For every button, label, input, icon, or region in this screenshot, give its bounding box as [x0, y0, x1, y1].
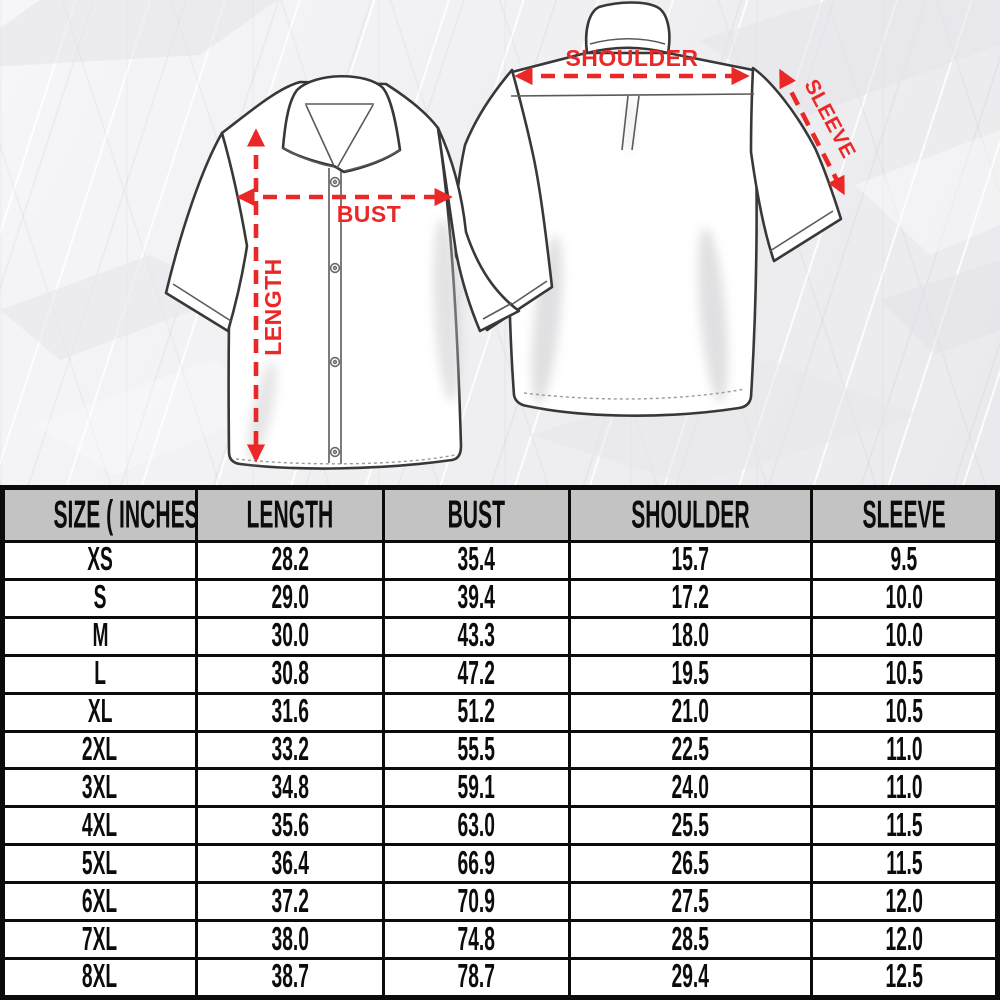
table-row: 8XL 38.7 78.7 29.4 12.5 [0, 956, 1000, 1000]
table-cell-bust: 51.2 [382, 691, 572, 733]
table-cell-shoulder: 25.5 [568, 805, 813, 847]
front-right-sleeve [436, 126, 521, 333]
table-cell-shoulder: 19.5 [568, 653, 813, 695]
bust-label: BUST [337, 201, 402, 227]
header-label-shoulder: SHOULDER [631, 492, 750, 537]
table-cell-sleeve: 11.5 [809, 805, 1000, 847]
table-cell-shoulder: 21.0 [568, 691, 813, 733]
header-label-bust: BUST [447, 492, 506, 537]
table-cell-shoulder: 18.0 [568, 615, 813, 657]
table-cell-sleeve: 11.5 [809, 843, 1000, 885]
table-cell-size: M [0, 615, 199, 657]
table-row: 7XL 38.0 74.8 28.5 12.0 [0, 919, 1000, 960]
table-cell-sleeve: 11.0 [809, 767, 1000, 809]
table-cell-bust: 70.9 [382, 881, 572, 923]
table-cell-shoulder: 26.5 [568, 843, 813, 885]
table-cell-length: 37.2 [195, 881, 386, 923]
size-table-header: SIZE ( INCHES ) LENGTH BUST SHOULDER SLE… [0, 486, 1000, 543]
header-row: SIZE ( INCHES ) LENGTH BUST SHOULDER SLE… [0, 486, 1000, 543]
table-cell-length: 34.8 [195, 767, 386, 809]
table-cell-bust: 59.1 [382, 767, 572, 809]
table-cell-shoulder: 15.7 [568, 540, 813, 581]
table-cell-shoulder: 28.5 [568, 919, 813, 960]
table-cell-size: 5XL [0, 843, 199, 885]
shirt-diagram-canvas: SHOULDER SLEEVE [0, 0, 1000, 485]
table-cell-bust: 55.5 [382, 729, 572, 771]
table-cell-shoulder: 24.0 [568, 767, 813, 809]
table-row: M 30.0 43.3 18.0 10.0 [0, 615, 1000, 657]
table-cell-size: S [0, 577, 199, 619]
table-cell-sleeve: 10.5 [809, 653, 1000, 695]
table-cell-length: 30.0 [195, 615, 386, 657]
table-cell-size: 6XL [0, 881, 199, 923]
table-cell-size: 7XL [0, 919, 199, 960]
table-cell-sleeve: 12.0 [809, 881, 1000, 923]
table-row: 4XL 35.6 63.0 25.5 11.5 [0, 805, 1000, 847]
table-cell-shoulder: 29.4 [568, 956, 813, 1000]
table-row: L 30.8 47.2 19.5 10.5 [0, 653, 1000, 695]
table-cell-shoulder: 17.2 [568, 577, 813, 619]
table-row: 2XL 33.2 55.5 22.5 11.0 [0, 729, 1000, 771]
shirt-front-illustration [164, 74, 521, 470]
table-cell-sleeve: 10.0 [809, 577, 1000, 619]
table-cell-bust: 74.8 [382, 919, 572, 960]
table-cell-size: 2XL [0, 729, 199, 771]
table-cell-bust: 78.7 [382, 956, 572, 1000]
table-cell-size: XL [0, 691, 199, 733]
table-row: 5XL 36.4 66.9 26.5 11.5 [0, 843, 1000, 885]
header-label-length: LENGTH [246, 492, 334, 537]
length-label: LENGTH [260, 258, 286, 356]
table-cell-size: XS [0, 540, 199, 581]
table-cell-length: 30.8 [195, 653, 386, 695]
table-cell-sleeve: 10.0 [809, 615, 1000, 657]
table-row: S 29.0 39.4 17.2 10.0 [0, 577, 1000, 619]
header-cell-shoulder: SHOULDER [568, 486, 813, 543]
size-table-body: XS 28.2 35.4 15.7 9.5 S 29.0 39.4 17.2 1… [0, 540, 1000, 1000]
header-cell-sleeve: SLEEVE [809, 486, 1000, 543]
table-cell-sleeve: 12.0 [809, 919, 1000, 960]
table-cell-length: 31.6 [195, 691, 386, 733]
table-row: 6XL 37.2 70.9 27.5 12.0 [0, 881, 1000, 923]
table-cell-shoulder: 27.5 [568, 881, 813, 923]
table-cell-bust: 47.2 [382, 653, 572, 695]
table-cell-sleeve: 12.5 [809, 956, 1000, 1000]
size-table: SIZE ( INCHES ) LENGTH BUST SHOULDER SLE… [0, 485, 1000, 1000]
table-row: XL 31.6 51.2 21.0 10.5 [0, 691, 1000, 733]
table-cell-shoulder: 22.5 [568, 729, 813, 771]
table-cell-bust: 63.0 [382, 805, 572, 847]
table-cell-length: 33.2 [195, 729, 386, 771]
table-cell-size: 8XL [0, 956, 199, 1000]
table-cell-length: 29.0 [195, 577, 386, 619]
table-cell-length: 36.4 [195, 843, 386, 885]
table-cell-bust: 39.4 [382, 577, 572, 619]
table-row: 3XL 34.8 59.1 24.0 11.0 [0, 767, 1000, 809]
table-cell-size: 3XL [0, 767, 199, 809]
measurement-diagram: SHOULDER SLEEVE [0, 0, 1000, 485]
header-cell-size: SIZE ( INCHES ) [0, 486, 199, 543]
table-row: XS 28.2 35.4 15.7 9.5 [0, 540, 1000, 581]
size-table-section: SIZE ( INCHES ) LENGTH BUST SHOULDER SLE… [0, 485, 1000, 1000]
table-cell-length: 28.2 [195, 540, 386, 581]
table-cell-size: 4XL [0, 805, 199, 847]
table-cell-length: 38.0 [195, 919, 386, 960]
table-cell-length: 38.7 [195, 956, 386, 1000]
header-cell-bust: BUST [382, 486, 572, 543]
header-label-size: SIZE ( INCHES ) [53, 492, 197, 537]
table-cell-bust: 35.4 [382, 540, 572, 581]
shirt-back-illustration [454, 1, 843, 417]
shoulder-label: SHOULDER [565, 45, 698, 71]
table-cell-sleeve: 11.0 [809, 729, 1000, 771]
table-cell-bust: 66.9 [382, 843, 572, 885]
buttons [329, 176, 341, 458]
table-cell-bust: 43.3 [382, 615, 572, 657]
table-cell-sleeve: 10.5 [809, 691, 1000, 733]
header-label-sleeve: SLEEVE [862, 492, 946, 537]
table-cell-length: 35.6 [195, 805, 386, 847]
header-cell-length: LENGTH [195, 486, 386, 543]
table-cell-size: L [0, 653, 199, 695]
table-cell-sleeve: 9.5 [809, 540, 1000, 581]
